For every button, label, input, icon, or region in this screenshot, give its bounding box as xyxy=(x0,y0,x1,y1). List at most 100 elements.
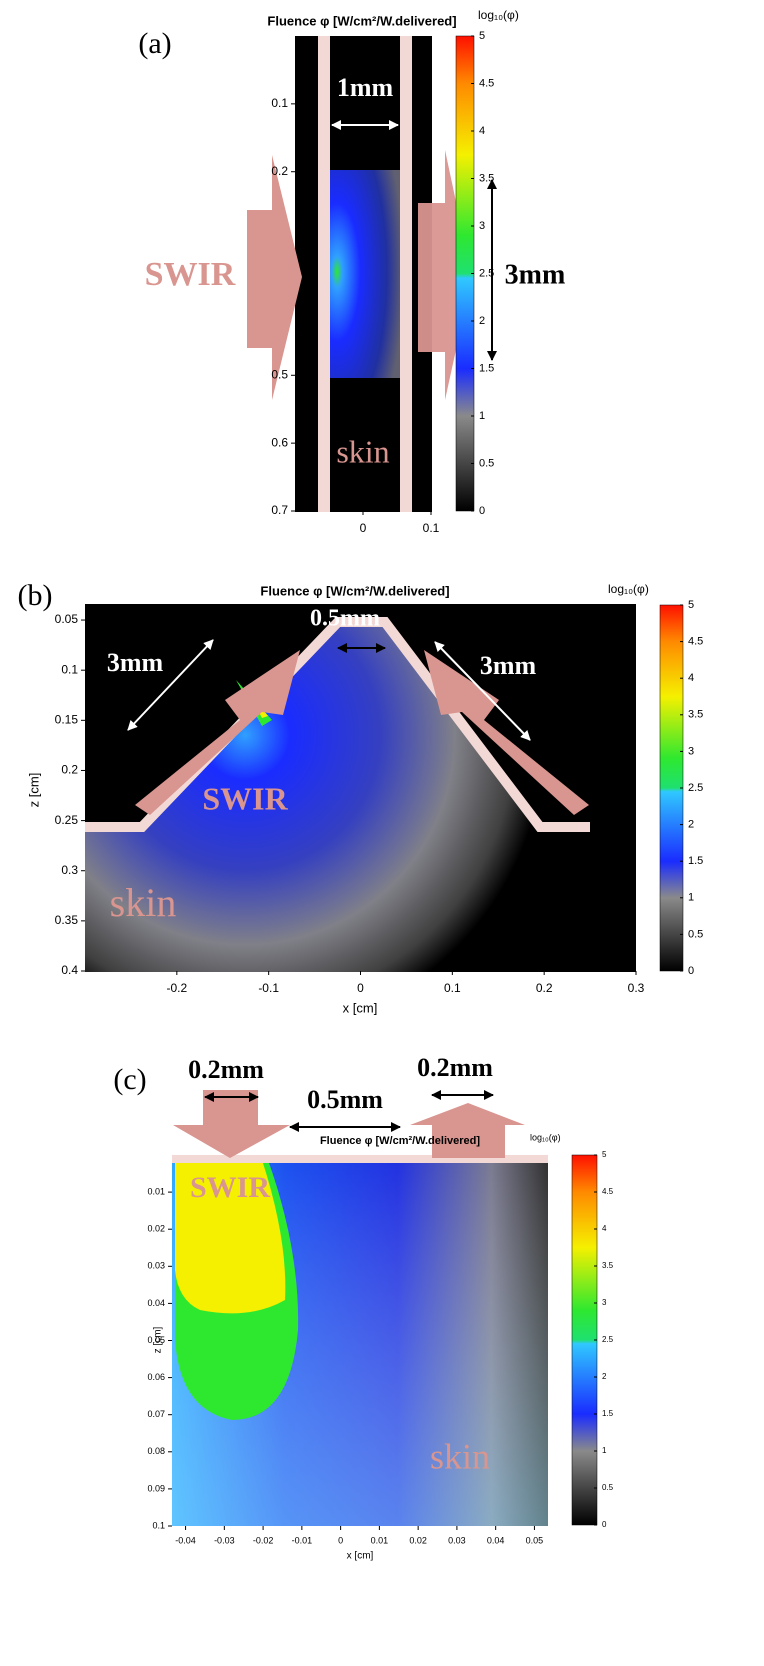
x-tick-label: 0.1 xyxy=(444,981,461,995)
y-tick-label: 0.2 xyxy=(271,164,288,178)
colorbar-tick-label: 4 xyxy=(688,672,694,684)
y-tick-label: 0.03 xyxy=(147,1261,165,1271)
colorbar-tick-label: 3.5 xyxy=(602,1261,614,1270)
colorbar-tick-label: 0 xyxy=(602,1520,607,1529)
y-tick-label: 0.25 xyxy=(55,813,79,827)
x-tick-label: 0.02 xyxy=(409,1535,427,1545)
y-axis-label: z [cm] xyxy=(153,1326,164,1353)
panel-b-image xyxy=(85,604,636,972)
y-tick-label: 0.4 xyxy=(61,963,78,977)
annotation: 0.5mm xyxy=(307,1085,383,1114)
colorbar xyxy=(659,604,684,972)
colorbar-tick-label: 2.5 xyxy=(602,1335,614,1344)
x-tick-label: -0.1 xyxy=(258,981,279,995)
colorbar-tick-label: 2 xyxy=(479,315,485,327)
panel-label: (b) xyxy=(18,579,53,612)
y-tick-label: 0.5 xyxy=(271,367,288,381)
x-tick-label: 0 xyxy=(338,1535,343,1545)
colorbar-tick-label: 3 xyxy=(602,1298,607,1307)
y-tick-label: 0.04 xyxy=(147,1298,165,1308)
y-axis-label: z [cm] xyxy=(26,773,41,808)
y-tick-label: 0.06 xyxy=(147,1372,165,1382)
annotation: 3mm xyxy=(107,648,164,677)
y-tick-label: 0.09 xyxy=(147,1483,165,1493)
annotation: SWIR xyxy=(202,780,288,816)
colorbar-tick-label: 2 xyxy=(688,819,694,831)
colorbar-tick-label: 1 xyxy=(688,892,694,904)
y-tick-label: 0.08 xyxy=(147,1446,165,1456)
x-axis-label: x [cm] xyxy=(343,1000,378,1015)
x-tick-label: -0.03 xyxy=(214,1535,235,1545)
x-tick-label: -0.04 xyxy=(175,1535,196,1545)
x-tick-label: -0.02 xyxy=(253,1535,274,1545)
x-tick-label: 0.03 xyxy=(448,1535,466,1545)
colorbar-tick-label: 1.5 xyxy=(602,1409,614,1418)
y-tick-label: 0.3 xyxy=(61,863,78,877)
colorbar-tick-label: 0.5 xyxy=(602,1483,614,1492)
y-tick-label: 0.1 xyxy=(152,1520,165,1530)
y-tick-label: 0.15 xyxy=(55,712,79,726)
colorbar-tick-label: 1.5 xyxy=(479,362,494,374)
panel-title: Fluence φ [W/cm²/W.delivered] xyxy=(267,13,456,28)
colorbar-tick-label: 2 xyxy=(602,1372,607,1381)
annotation: 0.5mm xyxy=(310,606,380,632)
colorbar-tick-label: 3 xyxy=(479,220,485,232)
annotation: SWIR xyxy=(145,256,236,293)
x-tick-label: 0 xyxy=(357,981,364,995)
panel-a-image xyxy=(247,36,497,512)
y-tick-label: 0.2 xyxy=(61,763,78,777)
x-tick-label: 0 xyxy=(360,521,367,535)
colorbar-tick-label: 0 xyxy=(479,505,485,517)
y-tick-label: 0.05 xyxy=(55,612,79,626)
colorbar-tick-label: 1 xyxy=(479,410,485,422)
annotation: 1mm xyxy=(337,73,394,102)
y-tick-label: 0.01 xyxy=(147,1186,165,1196)
y-tick-label: 0.6 xyxy=(271,435,288,449)
colorbar-tick-label: 3 xyxy=(688,745,694,757)
x-tick-label: 0.01 xyxy=(371,1535,389,1545)
annotation: 0.2mm xyxy=(417,1053,493,1082)
annotation: 0.2mm xyxy=(188,1055,264,1084)
y-tick-label: 0.05 xyxy=(147,1335,165,1345)
y-tick-label: 0.7 xyxy=(271,503,288,517)
colorbar-tick-label: 0.5 xyxy=(688,928,703,940)
colorbar-label: log₁₀(φ) xyxy=(530,1132,561,1142)
x-tick-label: 0.2 xyxy=(536,981,553,995)
colorbar-tick-label: 5 xyxy=(479,30,485,42)
annotation: skin xyxy=(110,880,177,925)
colorbar-tick-label: 2.5 xyxy=(688,782,703,794)
x-tick-label: -0.01 xyxy=(292,1535,313,1545)
colorbar-tick-label: 1.5 xyxy=(688,855,703,867)
colorbar-tick-label: 5 xyxy=(688,599,694,611)
colorbar-label: log₁₀(φ) xyxy=(478,8,519,22)
colorbar-tick-label: 4.5 xyxy=(602,1187,614,1196)
annotation: skin xyxy=(430,1436,490,1476)
x-tick-label: 0.3 xyxy=(628,981,645,995)
y-tick-label: 0.35 xyxy=(55,913,79,927)
y-tick-label: 0.1 xyxy=(271,96,288,110)
colorbar-label: log₁₀(φ) xyxy=(608,582,649,596)
colorbar-tick-label: 2.5 xyxy=(479,267,494,279)
panel-label: (a) xyxy=(138,27,171,60)
panel-title: Fluence φ [W/cm²/W.delivered] xyxy=(320,1135,480,1147)
annotation: SWIR xyxy=(190,1171,270,1204)
colorbar-tick-label: 1 xyxy=(602,1446,607,1455)
colorbar xyxy=(571,1154,598,1526)
colorbar-tick-label: 5 xyxy=(602,1150,607,1159)
y-tick-label: 0.07 xyxy=(147,1409,165,1419)
colorbar-tick-label: 4 xyxy=(479,125,485,137)
annotation: skin xyxy=(336,433,389,469)
x-axis-label: x [cm] xyxy=(347,1551,374,1562)
y-tick-label: 0.02 xyxy=(147,1224,165,1234)
x-tick-label: 0.1 xyxy=(423,521,440,535)
annotation: 3mm xyxy=(505,259,566,290)
x-tick-label: -0.2 xyxy=(166,981,187,995)
x-tick-label: 0.05 xyxy=(526,1535,544,1545)
colorbar-tick-label: 4.5 xyxy=(479,77,494,89)
panel-label: (c) xyxy=(113,1063,146,1096)
colorbar-tick-label: 0 xyxy=(688,965,694,977)
colorbar-tick-label: 0.5 xyxy=(479,457,494,469)
colorbar-tick-label: 4.5 xyxy=(688,636,703,648)
colorbar-tick-label: 3.5 xyxy=(479,172,494,184)
